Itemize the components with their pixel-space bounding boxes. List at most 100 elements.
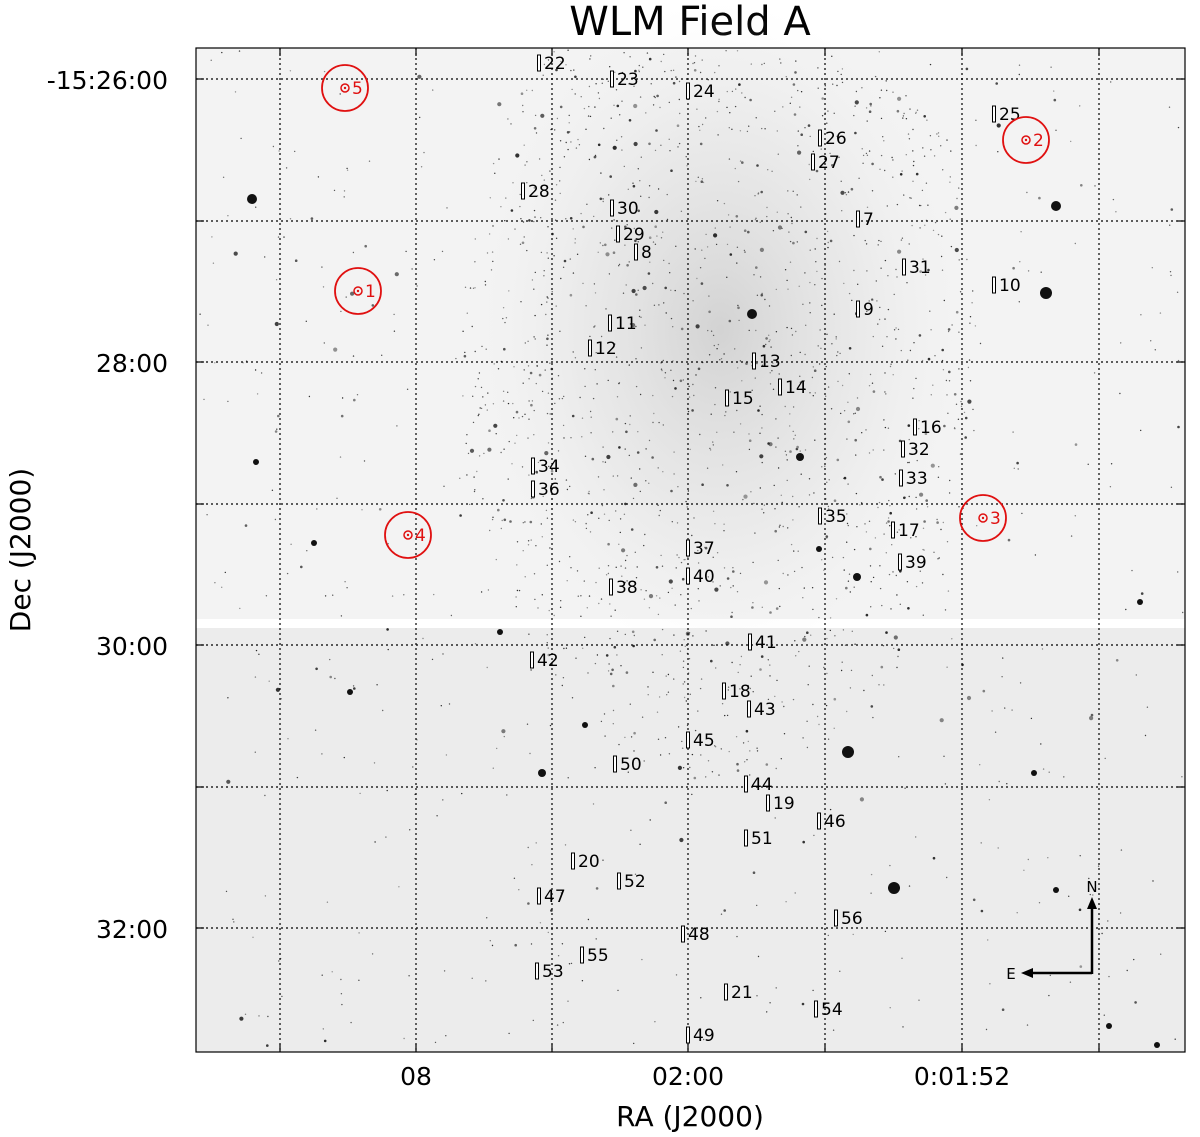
bright-star (842, 746, 854, 758)
reference-star-marker: 5 (321, 64, 369, 112)
reference-star-marker: 1 (334, 267, 382, 315)
slit-marker (530, 651, 534, 669)
slit-marker (613, 755, 617, 773)
slit-label: 41 (755, 633, 777, 653)
bright-star (1106, 1023, 1112, 1029)
slit-marker (686, 567, 690, 585)
bright-star (253, 459, 259, 465)
slit-label: 26 (825, 129, 847, 149)
slit-label: 23 (617, 70, 639, 90)
slit-marker (521, 182, 525, 200)
bright-star (796, 453, 804, 461)
slit-label: 21 (731, 983, 753, 1003)
slit-marker (610, 70, 614, 88)
bright-star (1031, 770, 1037, 776)
slit-label: 42 (537, 651, 559, 671)
slit-label: 38 (616, 578, 638, 598)
slit-label: 7 (863, 210, 874, 230)
reference-center (340, 83, 350, 93)
reference-label: 1 (365, 282, 376, 302)
slit-label: 30 (617, 199, 639, 219)
bright-star (747, 309, 757, 319)
ytick-label: 32:00 (96, 915, 168, 944)
slit-label: 19 (773, 794, 795, 814)
slit-marker (686, 731, 690, 749)
slit-marker (856, 210, 860, 228)
slit-label: 10 (999, 276, 1021, 296)
slit-label: 12 (595, 339, 617, 359)
slit-label: 56 (841, 909, 863, 929)
reference-center (353, 286, 363, 296)
slit-marker (608, 314, 612, 332)
reference-label: 5 (352, 79, 363, 99)
slit-label: 25 (999, 105, 1021, 125)
xtick-label: 02:00 (652, 1062, 724, 1091)
slit-label: 20 (578, 852, 600, 872)
y-axis-label: Dec (J2000) (4, 468, 37, 632)
slit-marker (686, 1026, 690, 1044)
bright-star (1137, 599, 1143, 605)
slit-marker (748, 633, 752, 651)
slit-label: 14 (785, 378, 807, 398)
slit-label: 40 (693, 567, 715, 587)
slit-label: 48 (688, 925, 710, 945)
slit-label: 45 (693, 731, 715, 751)
bright-star (497, 629, 503, 635)
slit-label: 16 (920, 418, 942, 438)
reference-label: 3 (990, 509, 1001, 529)
bright-star (311, 540, 317, 546)
compass-east-label: E (1006, 965, 1015, 983)
reference-circle (334, 267, 382, 315)
slit-label: 46 (824, 812, 846, 832)
slit-marker (610, 199, 614, 217)
reference-center (1021, 135, 1031, 145)
bright-star (347, 689, 353, 695)
slit-marker (902, 258, 906, 276)
reference-dot (343, 86, 347, 90)
reference-dot (981, 516, 985, 520)
slit-label: 11 (615, 314, 637, 334)
slit-label: 44 (751, 775, 773, 795)
reference-label: 4 (415, 526, 426, 546)
bright-star (1040, 287, 1052, 299)
slit-marker (686, 82, 690, 100)
slit-marker (817, 812, 821, 830)
slit-marker (818, 129, 822, 147)
slit-label: 28 (528, 182, 550, 202)
galaxy-glow (480, 0, 960, 660)
slit-marker (686, 539, 690, 557)
compass-north-label: N (1086, 878, 1097, 896)
slit-label: 33 (906, 469, 928, 489)
reference-circle (959, 494, 1007, 542)
slit-marker (744, 829, 748, 847)
slit-label: 54 (821, 1000, 843, 1020)
slit-label: 27 (818, 153, 840, 173)
reference-star-marker: 4 (384, 511, 432, 559)
reference-center (978, 513, 988, 523)
slit-marker (571, 852, 575, 870)
slit-label: 55 (587, 946, 609, 966)
slit-label: 18 (729, 682, 751, 702)
bright-star (888, 882, 900, 894)
slit-marker (537, 887, 541, 905)
slit-marker (537, 54, 541, 72)
reference-circle (321, 64, 369, 112)
slit-label: 51 (751, 829, 773, 849)
ytick-label: 28:00 (96, 349, 168, 378)
image-frame (195, 47, 1186, 1053)
slit-marker (535, 962, 539, 980)
bright-star (538, 769, 546, 777)
reference-star-marker: 3 (959, 494, 1007, 542)
sky-image (196, 0, 1185, 1052)
slit-marker (609, 578, 613, 596)
slit-marker (811, 153, 815, 171)
slit-label: 8 (641, 243, 652, 263)
slit-marker (616, 225, 620, 243)
bright-star (247, 194, 257, 204)
slit-label: 34 (538, 457, 560, 477)
slit-marker (752, 352, 756, 370)
xtick-label: 08 (400, 1062, 432, 1091)
slit-marker (814, 1000, 818, 1018)
